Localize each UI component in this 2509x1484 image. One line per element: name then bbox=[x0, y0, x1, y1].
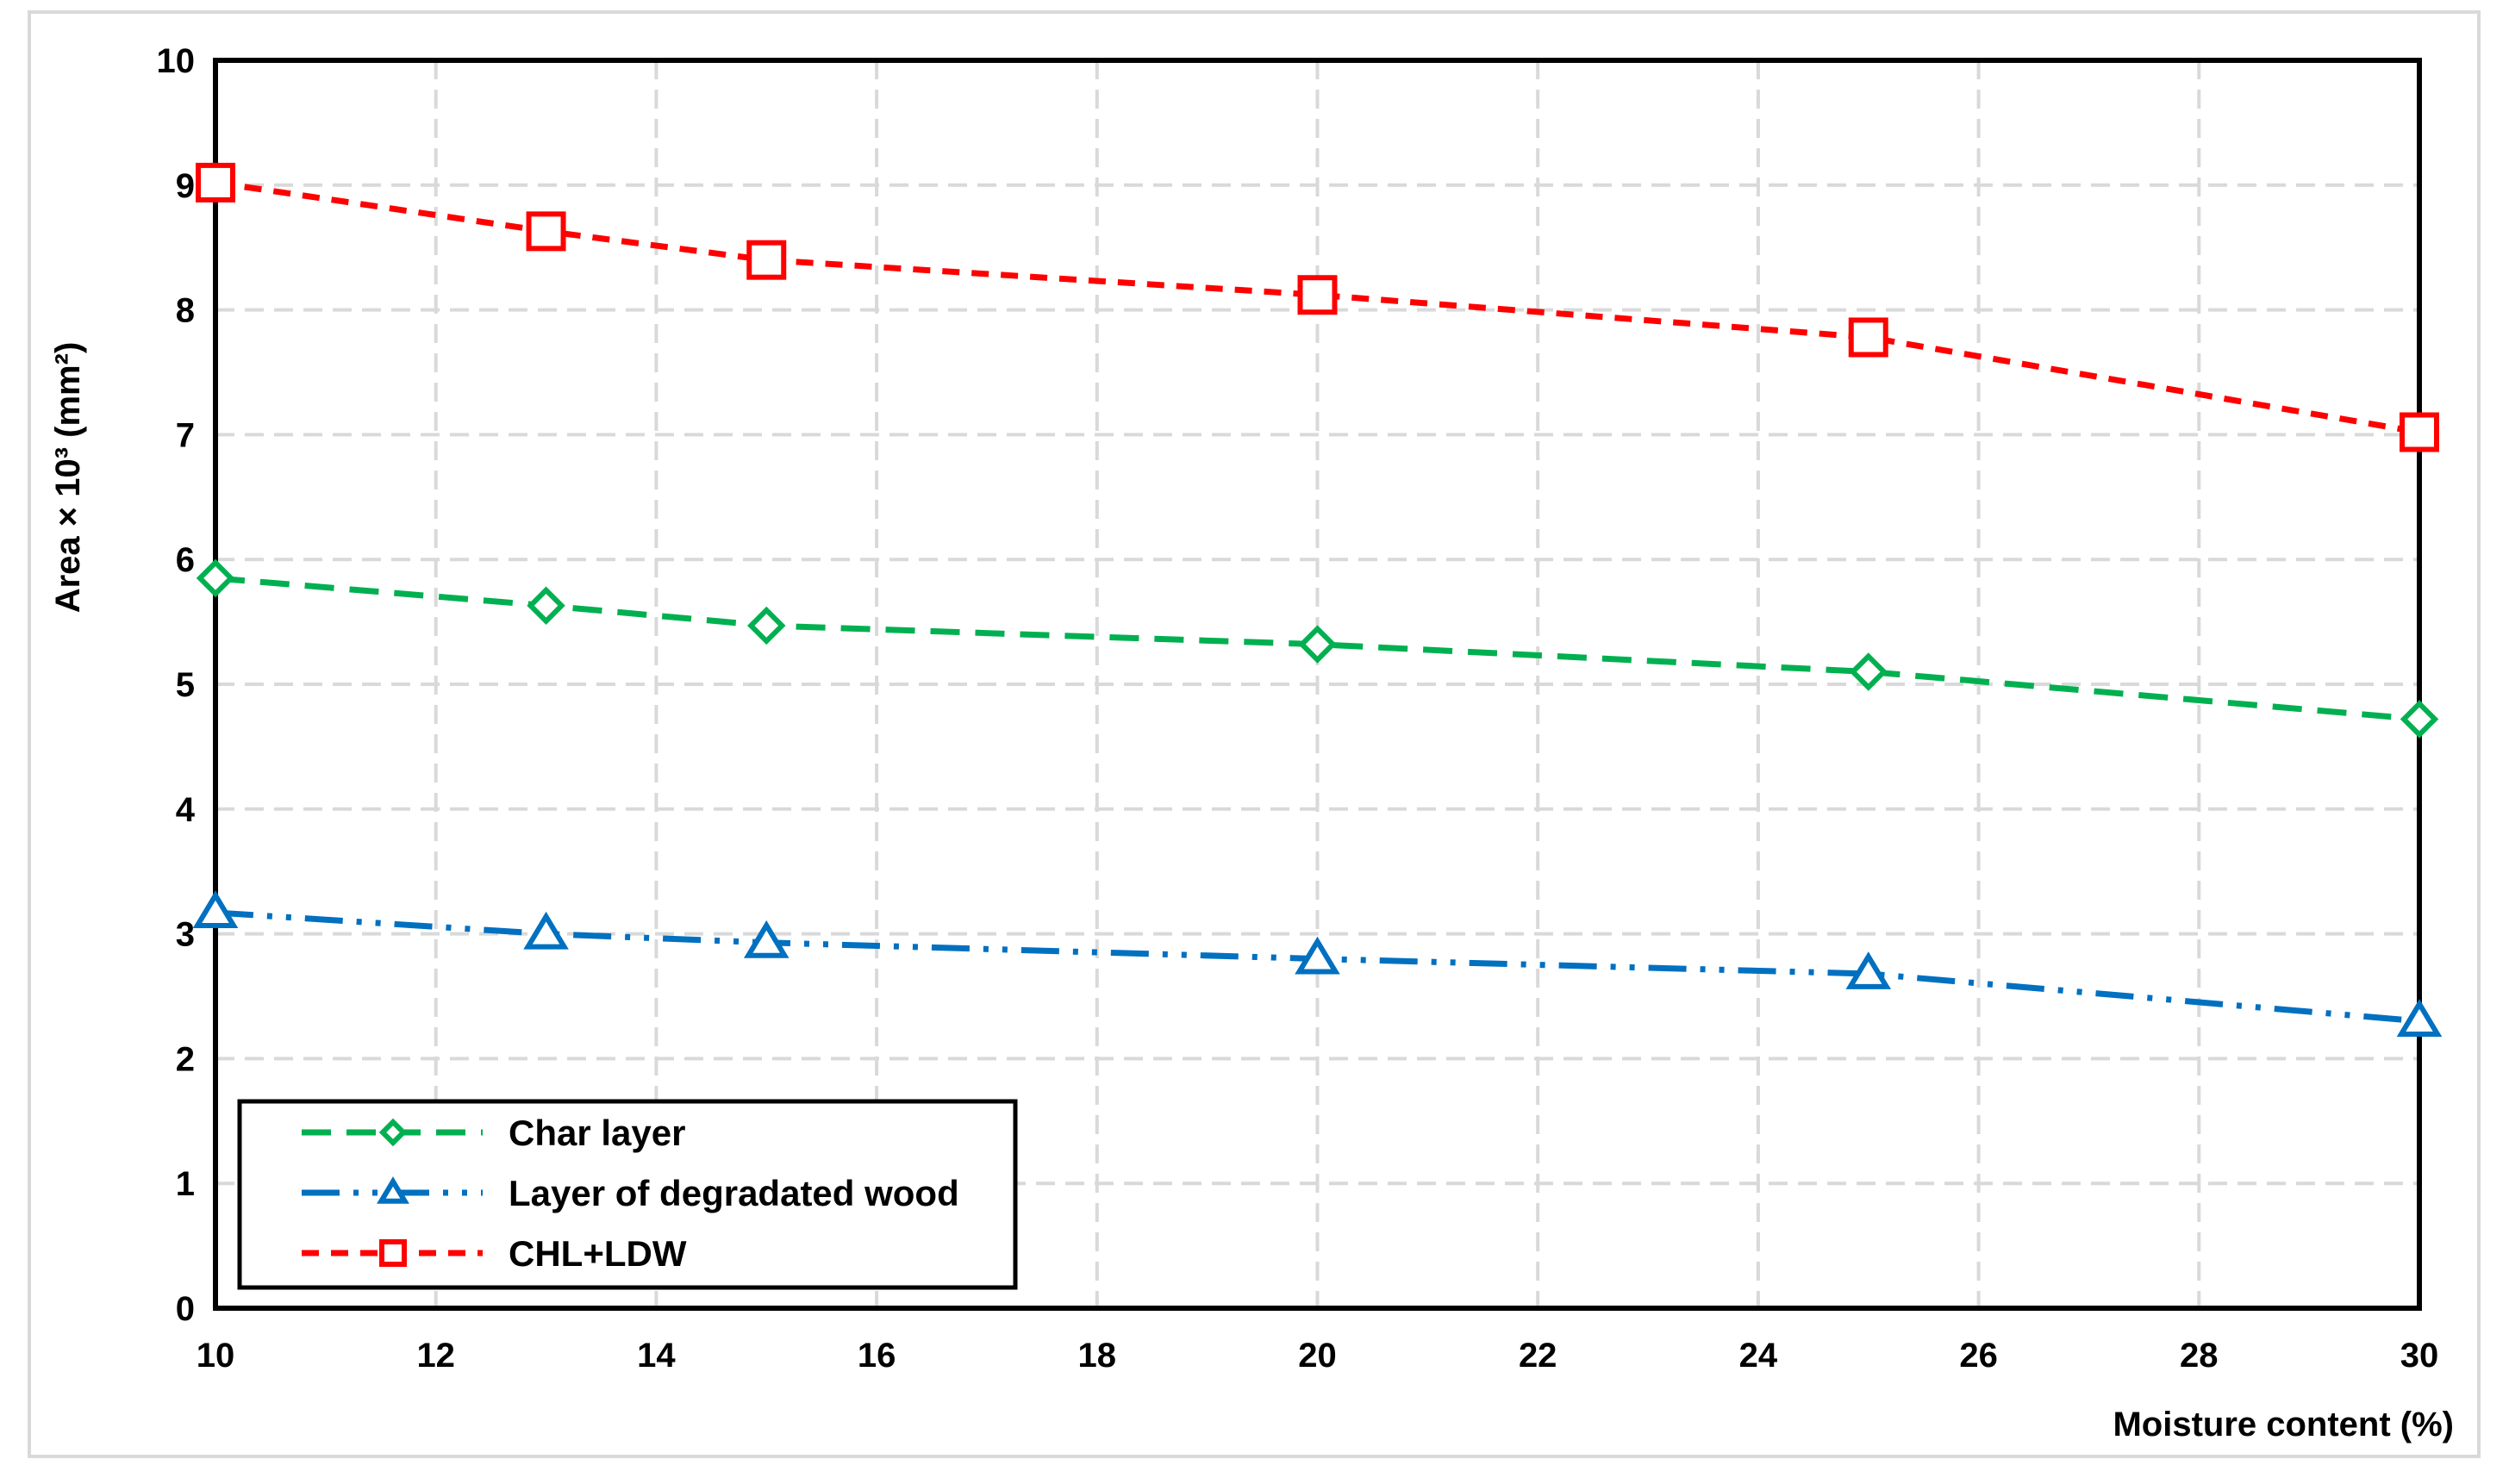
y-tick-label: 3 bbox=[176, 916, 195, 954]
legend-label: CHL+LDW bbox=[509, 1233, 687, 1274]
data-point-square bbox=[2400, 412, 2439, 452]
data-point-diamond bbox=[196, 558, 235, 598]
x-tick-label: 30 bbox=[2400, 1337, 2439, 1375]
data-point-square bbox=[1848, 317, 1888, 358]
series-line bbox=[215, 909, 2420, 1025]
series-square bbox=[196, 162, 2439, 452]
x-axis-ticks: 10 12 14 16 18 20 22 24 26 28 30 bbox=[197, 1337, 2439, 1375]
x-tick-label: 24 bbox=[1739, 1337, 1778, 1375]
x-tick-label: 26 bbox=[1959, 1337, 1998, 1375]
data-point-diamond bbox=[2400, 700, 2439, 739]
y-tick-label: 10 bbox=[157, 42, 196, 80]
y-axis-title: Area × 10³ (mm²) bbox=[49, 342, 87, 614]
data-point-diamond bbox=[747, 606, 786, 645]
data-point-triangle bbox=[523, 911, 569, 950]
x-tick-label: 18 bbox=[1078, 1337, 1117, 1375]
data-point-diamond bbox=[1849, 652, 1888, 691]
data-point-diamond bbox=[378, 1118, 408, 1147]
y-tick-label: 0 bbox=[176, 1290, 195, 1328]
series-diamond bbox=[196, 558, 2439, 739]
series-group bbox=[192, 162, 2443, 1037]
legend: Char layer Layer of degradated wood CHL+LD… bbox=[237, 1099, 1018, 1290]
y-tick-label: 5 bbox=[176, 666, 195, 704]
series-line bbox=[215, 575, 2420, 723]
x-tick-label: 14 bbox=[637, 1337, 676, 1375]
x-tick-label: 20 bbox=[1298, 1337, 1337, 1375]
x-tick-label: 28 bbox=[2180, 1337, 2219, 1375]
y-tick-label: 6 bbox=[176, 541, 195, 579]
data-point-square bbox=[746, 240, 787, 280]
data-point-triangle bbox=[1295, 936, 1340, 975]
data-point-square bbox=[196, 162, 235, 203]
y-tick-label: 4 bbox=[176, 791, 196, 829]
series-triangle bbox=[192, 890, 2443, 1037]
x-tick-label: 10 bbox=[197, 1337, 235, 1375]
data-point-square bbox=[1297, 275, 1338, 315]
y-tick-label: 2 bbox=[176, 1040, 195, 1078]
x-axis-title: Moisture content (%) bbox=[2113, 1406, 2454, 1443]
data-point-square bbox=[526, 211, 566, 252]
data-point-square bbox=[379, 1239, 407, 1267]
y-tick-label: 7 bbox=[176, 416, 195, 454]
legend-item: Layer of degradated wood bbox=[302, 1173, 959, 1213]
series-line bbox=[215, 179, 2420, 435]
data-point-triangle bbox=[377, 1176, 409, 1204]
y-tick-label: 1 bbox=[176, 1165, 195, 1203]
plot-area bbox=[213, 58, 2422, 1311]
x-tick-label: 16 bbox=[858, 1337, 896, 1375]
y-tick-label: 9 bbox=[176, 167, 195, 205]
data-point-diamond bbox=[1298, 625, 1337, 664]
data-point-triangle bbox=[2396, 999, 2443, 1037]
data-point-triangle bbox=[1845, 951, 1892, 989]
data-point-triangle bbox=[743, 920, 790, 958]
x-tick-label: 12 bbox=[416, 1337, 455, 1375]
legend-label: Char layer bbox=[509, 1113, 685, 1153]
legend-item: CHL+LDW bbox=[302, 1233, 687, 1274]
data-point-diamond bbox=[527, 586, 565, 626]
x-tick-label: 22 bbox=[1519, 1337, 1557, 1375]
legend-item: Char layer bbox=[302, 1113, 685, 1153]
data-point-triangle bbox=[192, 890, 239, 928]
legend-box bbox=[237, 1099, 1018, 1290]
y-axis-ticks: 0 1 2 3 4 5 6 7 8 9 10 bbox=[157, 42, 196, 1328]
legend-label: Layer of degradated wood bbox=[509, 1173, 959, 1213]
y-tick-label: 8 bbox=[176, 292, 195, 330]
